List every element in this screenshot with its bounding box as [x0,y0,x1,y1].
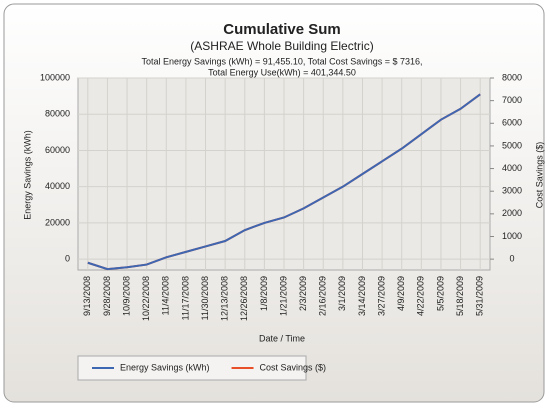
x-tick-label: 2/3/2009 [298,276,308,311]
y2-tick-label: 0 [509,254,514,264]
x-tick-label: 12/13/2008 [220,276,230,321]
y2-tick-label: 4000 [502,163,522,173]
x-tick-label: 5/31/2009 [475,276,485,316]
x-tick-label: 11/30/2008 [200,276,210,320]
chart-subtitle: (ASHRAE Whole Building Electric) [190,39,373,53]
legend-label: Energy Savings (kWh) [120,362,210,372]
annotation: Total Energy Use(kWh) = 401,344.50 [208,67,356,77]
x-tick-label: 1/8/2009 [259,276,269,311]
y2-tick-label: 2000 [502,208,522,218]
y2-tick-label: 8000 [502,72,522,82]
x-tick-label: 12/26/2008 [239,276,249,321]
x-tick-label: 5/5/2009 [435,276,445,311]
x-tick-label: 2/16/2009 [318,276,328,316]
x-tick-label: 9/28/2008 [102,276,112,316]
y-tick-label: 40000 [45,181,70,191]
y2-tick-label: 6000 [502,118,522,128]
x-tick-label: 10/9/2008 [121,276,131,316]
series-line [87,93,481,271]
x-tick-label: 10/22/2008 [141,276,151,321]
y2-tick-label: 1000 [502,231,522,241]
x-tick-label: 9/13/2008 [82,276,92,316]
chart-title: Cumulative Sum [223,21,341,38]
annotation: Total Energy Savings (kWh) = 91,455.10, … [142,56,423,66]
y-tick-label: 80000 [45,109,70,119]
y2-tick-label: 7000 [502,95,522,105]
x-tick-label: 5/18/2009 [455,276,465,316]
x-tick-label: 11/4/2008 [161,276,171,315]
y2-axis-title: Cost Savings ($) [534,142,544,209]
y2-tick-label: 5000 [502,140,522,150]
y2-tick-label: 3000 [502,186,522,196]
y-axis-title: Energy Savings (kWh) [22,130,32,220]
x-tick-label: 4/22/2009 [416,276,426,316]
legend [77,355,307,381]
x-tick-label: 3/14/2009 [357,276,367,316]
y-tick-label: 60000 [45,145,70,155]
x-tick-label: 3/1/2009 [337,276,347,311]
x-tick-label: 1/21/2009 [278,276,288,316]
y-tick-label: 100000 [40,72,70,82]
x-tick-label: 3/27/2009 [376,276,386,316]
legend-label: Cost Savings ($) [260,362,327,372]
x-axis-title: Date / Time [259,333,305,343]
x-tick-label: 4/9/2009 [396,276,406,311]
y-tick-label: 0 [65,254,70,264]
y-tick-label: 20000 [45,217,70,227]
x-tick-label: 11/17/2008 [180,276,190,320]
